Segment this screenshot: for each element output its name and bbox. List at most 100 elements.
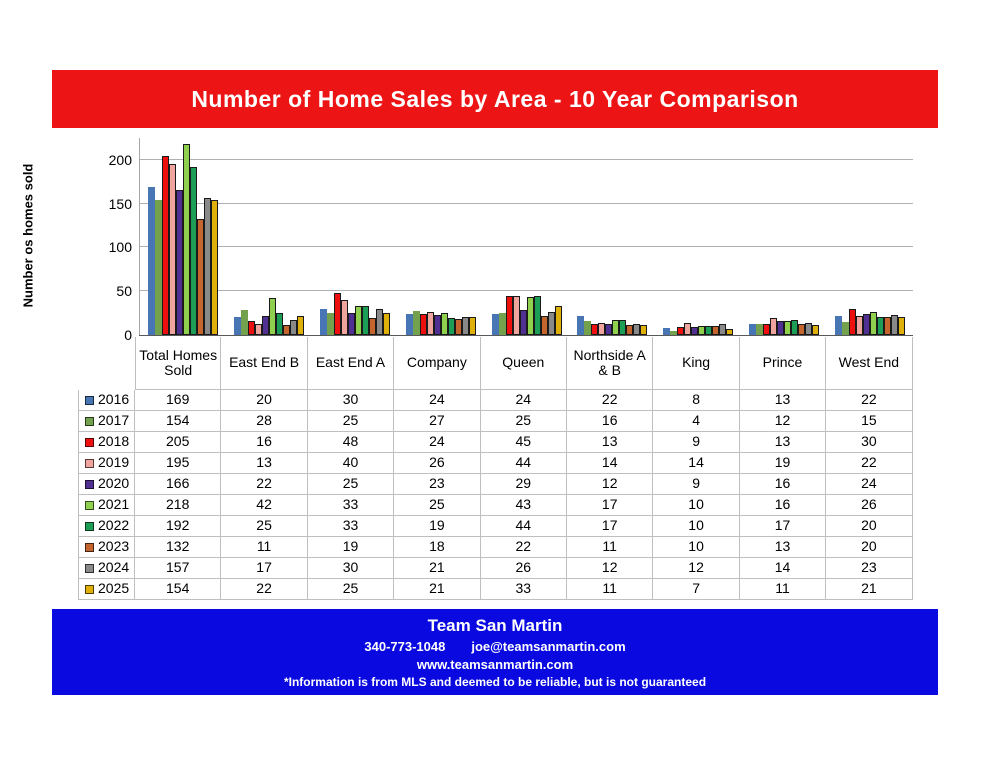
table-cell: 22 xyxy=(221,579,308,600)
legend-year-label: 2023 xyxy=(98,538,130,555)
y-axis-label: Number os homes sold xyxy=(20,163,36,308)
legend-swatch xyxy=(85,542,94,552)
bar xyxy=(705,326,713,335)
legend-cell: 2016 xyxy=(78,390,135,411)
bar xyxy=(512,296,520,335)
bar xyxy=(691,327,699,335)
bar xyxy=(368,318,376,335)
table-cell: 45 xyxy=(480,432,567,453)
bar xyxy=(626,325,634,335)
table-cell: 40 xyxy=(307,453,395,474)
bar xyxy=(433,315,441,335)
legend-cell: 2019 xyxy=(78,453,135,474)
table-cell: 195 xyxy=(135,453,222,474)
table-cell: 154 xyxy=(135,411,222,432)
bar xyxy=(498,313,506,335)
table-cell: 157 xyxy=(135,558,222,579)
table-cell: 28 xyxy=(221,411,308,432)
bar xyxy=(533,296,541,335)
legend-swatch xyxy=(85,563,94,573)
table-header-cell: West End xyxy=(826,337,913,390)
bar xyxy=(870,312,878,335)
bar xyxy=(247,321,255,335)
table-cell: 10 xyxy=(653,537,740,558)
gridline xyxy=(140,158,913,160)
bar xyxy=(154,200,162,335)
data-table: Total Homes Sold East End B East End A Comp… xyxy=(78,337,913,600)
footer-website: www.teamsanmartin.com xyxy=(416,656,574,672)
table-cell: 9 xyxy=(653,474,740,495)
table-cell: 22 xyxy=(480,537,567,558)
table-cell: 25 xyxy=(221,516,308,537)
y-tick-label: 0 xyxy=(124,327,132,343)
table-cell: 12 xyxy=(567,558,654,579)
table-cell: 22 xyxy=(826,390,913,411)
bar xyxy=(289,320,297,335)
table-cell: 33 xyxy=(480,579,567,600)
table-cell: 30 xyxy=(307,390,395,411)
bar xyxy=(770,318,778,335)
bar xyxy=(640,325,648,335)
table-cell: 20 xyxy=(826,516,913,537)
table-cell: 18 xyxy=(394,537,481,558)
bar xyxy=(210,200,218,335)
legend-swatch xyxy=(85,458,94,468)
bar xyxy=(240,310,248,335)
table-cell: 205 xyxy=(135,432,222,453)
plot-area: 0 50 100 150 200 xyxy=(109,138,913,343)
bar xyxy=(326,313,334,335)
legend-swatch xyxy=(85,437,94,447)
bar xyxy=(612,320,620,335)
table-cell: 16 xyxy=(221,432,308,453)
table-cell: 12 xyxy=(653,558,740,579)
bar xyxy=(196,219,204,335)
bar xyxy=(375,309,383,335)
table-cell: 14 xyxy=(739,558,827,579)
y-tick-label: 50 xyxy=(116,283,132,300)
table-cell: 169 xyxy=(135,390,222,411)
table-cell: 10 xyxy=(653,495,740,516)
table-cell: 19 xyxy=(739,453,827,474)
table-cell: 11 xyxy=(221,537,308,558)
table-cell: 218 xyxy=(135,495,222,516)
bar xyxy=(898,317,906,335)
bar xyxy=(835,316,843,335)
legend-swatch xyxy=(85,479,94,489)
bar xyxy=(812,325,820,335)
legend-year-label: 2024 xyxy=(98,559,130,576)
bar xyxy=(584,321,592,335)
bar xyxy=(605,324,613,335)
legend-cell: 2024 xyxy=(78,558,135,579)
legend-year-label: 2016 xyxy=(98,391,130,408)
bar xyxy=(749,324,757,335)
table-cell: 25 xyxy=(480,411,567,432)
bar xyxy=(412,311,420,335)
bar xyxy=(454,319,462,335)
bar xyxy=(189,167,197,335)
bar xyxy=(540,316,548,335)
bar xyxy=(319,309,327,335)
bar xyxy=(347,313,355,335)
bar xyxy=(884,317,892,335)
table-cell: 21 xyxy=(394,579,481,600)
legend-year-label: 2021 xyxy=(98,496,130,513)
table-cell: 30 xyxy=(307,558,395,579)
table-cell: 24 xyxy=(394,432,481,453)
table-cell: 16 xyxy=(567,411,654,432)
table-cell: 25 xyxy=(307,474,395,495)
table-cell: 25 xyxy=(307,579,395,600)
table-cell: 11 xyxy=(567,579,654,600)
legend-year-label: 2025 xyxy=(98,580,130,597)
table-cell: 192 xyxy=(135,516,222,537)
table-cell: 48 xyxy=(307,432,395,453)
legend-cell: 2018 xyxy=(78,432,135,453)
legend-cell: 2020 xyxy=(78,474,135,495)
footer-phone: 340-773-1048 xyxy=(364,638,446,654)
table-cell: 13 xyxy=(739,390,827,411)
table-cell: 12 xyxy=(739,411,827,432)
table-cell: 10 xyxy=(653,516,740,537)
table-cell: 17 xyxy=(567,495,654,516)
y-tick-label: 200 xyxy=(108,151,132,168)
table-cell: 29 xyxy=(480,474,567,495)
